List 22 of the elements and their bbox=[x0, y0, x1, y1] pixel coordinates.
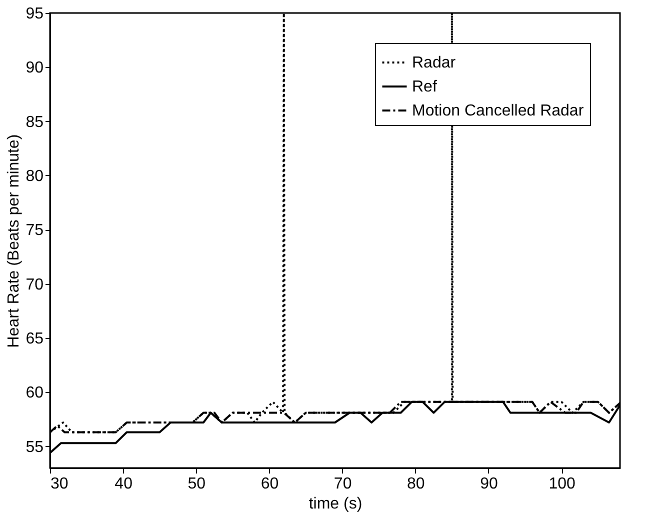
y-tick-label: 95 bbox=[26, 6, 44, 22]
x-tick-label: 90 bbox=[480, 476, 498, 492]
x-tick-label: 100 bbox=[548, 476, 576, 492]
legend-label: Radar bbox=[412, 54, 456, 72]
x-tick-label: 70 bbox=[334, 476, 352, 492]
y-axis-title: Heart Rate (Beats per minute) bbox=[6, 134, 23, 348]
y-tick-label: 90 bbox=[26, 60, 44, 77]
x-tick-label: 80 bbox=[406, 476, 425, 492]
y-tick-label: 55 bbox=[26, 438, 44, 456]
legend-label: Motion Cancelled Radar bbox=[412, 102, 584, 120]
x-tick-label: 50 bbox=[188, 476, 206, 492]
y-tick-label: 80 bbox=[26, 168, 44, 185]
y-tick-label: 70 bbox=[26, 276, 44, 294]
y-tick-label: 75 bbox=[26, 222, 44, 240]
legend-label: Ref bbox=[412, 78, 438, 96]
y-tick-label: 60 bbox=[26, 384, 44, 402]
x-tick-label: 30 bbox=[50, 476, 68, 492]
x-axis-title: time (s) bbox=[308, 496, 362, 512]
x-tick-label: 40 bbox=[114, 476, 133, 492]
y-tick-label: 85 bbox=[26, 114, 44, 131]
x-tick-label: 60 bbox=[260, 476, 279, 492]
y-tick-label: 65 bbox=[26, 330, 44, 348]
